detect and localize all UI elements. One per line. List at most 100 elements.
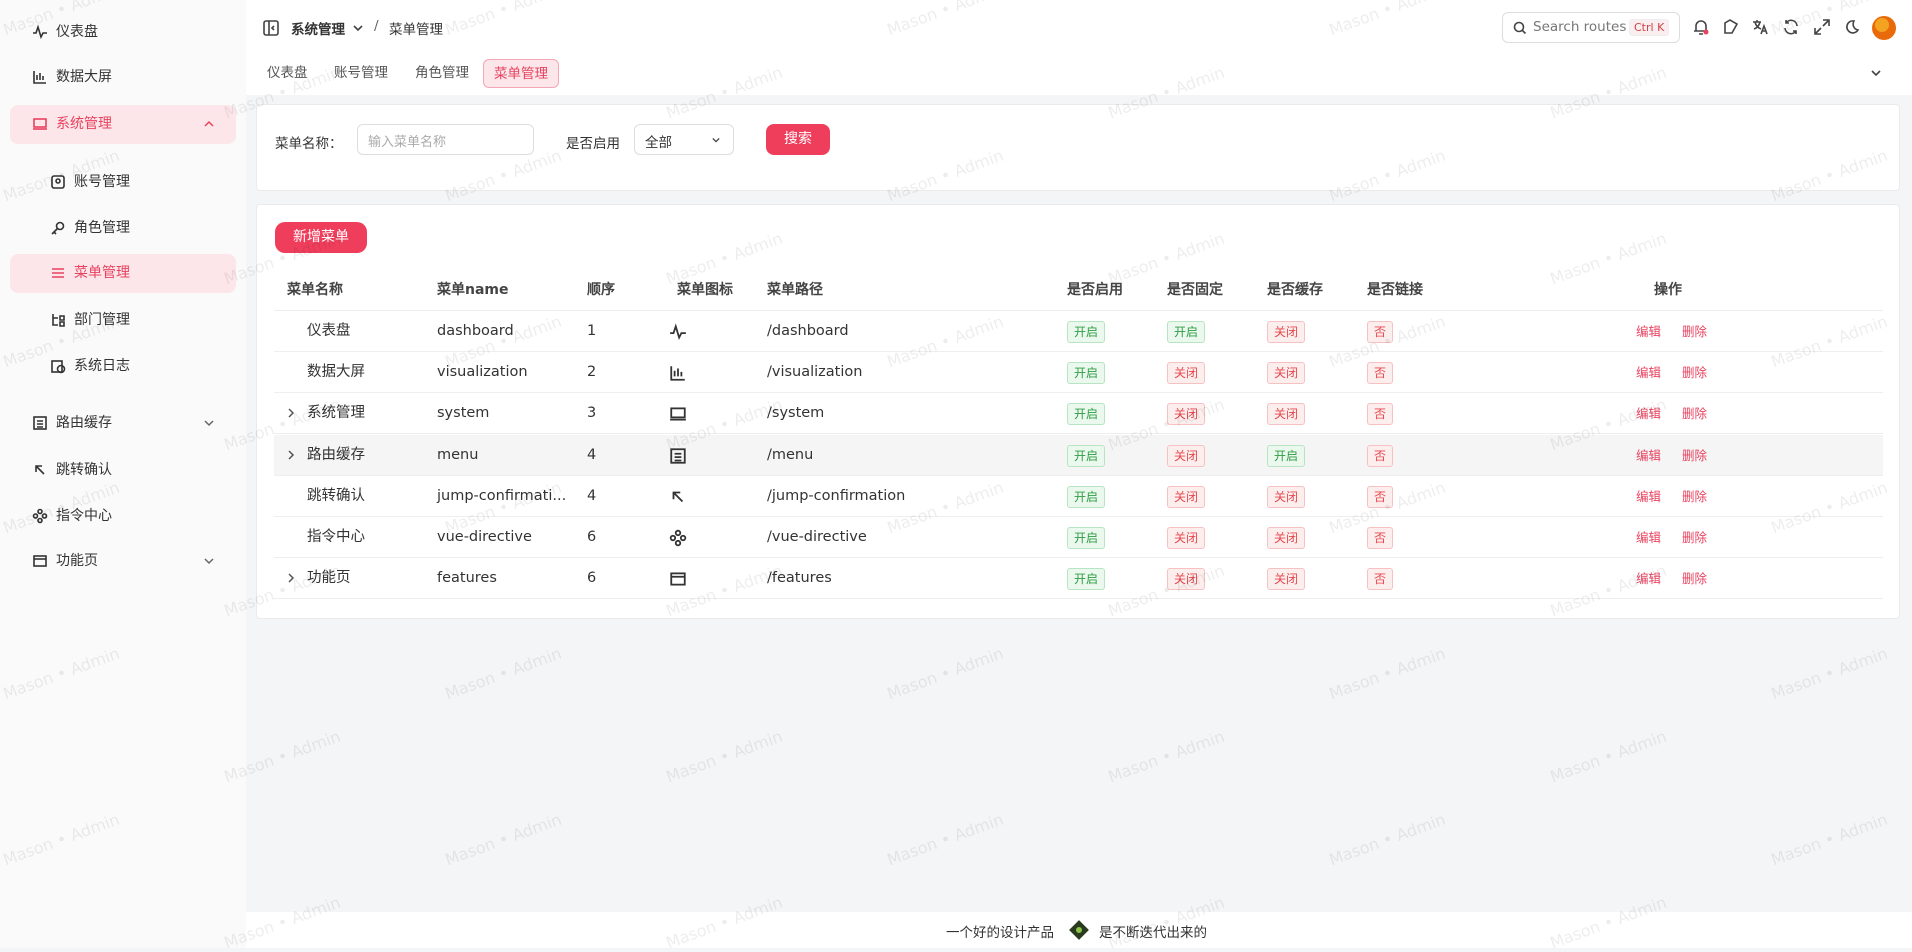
column-header: 操作 (1654, 282, 1682, 298)
status-tag: 关闭 (1167, 527, 1206, 549)
cell-key: jump-confirmati... (437, 487, 567, 504)
table-row: 跳转确认 jump-confirmati... 4/jump-confirmatio… (274, 476, 1883, 517)
tab[interactable]: 账号管理 (334, 65, 388, 81)
status-tag: 关闭 (1267, 321, 1306, 343)
cell-key: vue-directive (437, 529, 532, 545)
expand-toggle[interactable] (286, 449, 296, 461)
edit-action[interactable]: 编辑 (1636, 488, 1662, 504)
menu-item[interactable]: 数据大屏 (32, 65, 112, 89)
status-tag: 关闭 (1167, 362, 1206, 385)
tab-active[interactable]: 菜单管理 (483, 59, 559, 88)
name-input[interactable]: 输入菜单名称 (357, 124, 534, 155)
edit-action[interactable]: 编辑 (1636, 406, 1662, 422)
status-tag: 关闭 (1167, 403, 1206, 426)
cell-path: /jump-confirmation (767, 487, 906, 504)
breadcrumb-separator: / (374, 18, 379, 34)
cell-key: menu (437, 446, 479, 463)
active-group-bg (10, 105, 236, 144)
shortcut: Ctrl K (1629, 19, 1670, 36)
menu-item[interactable]: 系统日志 (50, 354, 130, 378)
table-row: 仪表盘 dashboard 1/dashboard 开启 开启 关闭 否 编辑 删除 (274, 311, 1883, 352)
menu-item[interactable]: 跳转确认 (32, 458, 112, 482)
search-button[interactable]: 搜索 (766, 124, 830, 155)
delete-action[interactable]: 删除 (1682, 365, 1708, 381)
menu-label: 路由缓存 (56, 415, 112, 431)
status-tag: 开启 (1267, 444, 1306, 467)
cell-key: dashboard (437, 323, 514, 339)
collapse-button[interactable] (262, 19, 280, 37)
cell-key: features (437, 570, 497, 587)
watermark: Mason • Admin (1105, 726, 1228, 787)
table-row: 数据大屏 visualization 2/visualization 开启 关闭 关闭 否 编… (274, 352, 1883, 394)
delete-action[interactable]: 删除 (1682, 447, 1708, 463)
watermark: Mason • Admin (1326, 643, 1449, 704)
cell-name: 系统管理 (307, 405, 365, 422)
menu-label: 数据大屏 (56, 69, 112, 85)
cell-name: 仪表盘 (307, 323, 351, 339)
theme-button[interactable] (1722, 18, 1740, 36)
column-header: 菜单名称 (287, 282, 343, 298)
menu-item[interactable]: 仪表盘 (32, 20, 98, 44)
watermark: Mason • Admin (1547, 726, 1670, 787)
status-tag: 否 (1367, 568, 1394, 591)
footer: 一个好的设计产品 是不断迭代出来的 (246, 912, 1912, 948)
menu-group[interactable]: 系统管理 (32, 112, 112, 136)
dropdown-arrow (353, 25, 363, 32)
menu-item[interactable]: 账号管理 (50, 170, 130, 194)
cell-order: 3 (587, 405, 597, 422)
language-button[interactable] (1751, 18, 1769, 36)
status-tag: 关闭 (1167, 485, 1206, 508)
status-tag: 关闭 (1267, 527, 1306, 549)
cell-path: /vue-directive (767, 529, 867, 545)
menu-group[interactable]: 功能页 (32, 549, 98, 573)
search-box[interactable]: Search routes Ctrl K (1502, 12, 1680, 43)
add-button[interactable]: 新增菜单 (275, 222, 367, 253)
menu-label: 角色管理 (74, 220, 130, 236)
status-tag: 否 (1367, 444, 1394, 467)
cell-name: 路由缓存 (307, 446, 365, 463)
enabled-select[interactable]: 全部 (634, 124, 734, 155)
header-divider (274, 310, 1883, 311)
expand-toggle[interactable] (286, 572, 296, 584)
delete-action[interactable]: 删除 (1682, 571, 1708, 587)
delete-action[interactable]: 删除 (1682, 406, 1708, 422)
edit-action[interactable]: 编辑 (1636, 365, 1662, 381)
status-tag: 开启 (1067, 485, 1106, 508)
table-row: 系统管理 system 3/system 开启 关闭 关闭 否 编辑 删除 (274, 393, 1883, 435)
cell-name: 功能页 (307, 570, 351, 587)
status-tag: 关闭 (1167, 444, 1206, 467)
menu-item[interactable]: 菜单管理 (50, 261, 130, 285)
status-tag: 否 (1367, 362, 1394, 385)
edit-action[interactable]: 编辑 (1636, 571, 1662, 587)
avatar[interactable] (1871, 15, 1897, 41)
cell-icon (672, 491, 684, 502)
edit-action[interactable]: 编辑 (1636, 324, 1662, 339)
edit-action[interactable]: 编辑 (1636, 530, 1662, 545)
expand-toggle[interactable] (286, 407, 296, 419)
breadcrumb[interactable]: 系统管理 (291, 22, 345, 38)
breadcrumb: 菜单管理 (389, 22, 443, 38)
delete-action[interactable]: 删除 (1682, 324, 1708, 339)
delete-action[interactable]: 删除 (1682, 530, 1708, 545)
cell-order: 4 (587, 487, 597, 504)
tab[interactable]: 仪表盘 (267, 65, 308, 81)
menu-label: 菜单管理 (74, 265, 130, 281)
watermark: Mason • Admin (884, 643, 1007, 704)
cell-icon (670, 366, 685, 381)
refresh-button[interactable] (1782, 18, 1800, 36)
cell-path: /visualization (767, 364, 863, 381)
notification-button[interactable] (1692, 18, 1710, 36)
collapse-arrow (204, 120, 214, 127)
status-tag: 开启 (1067, 362, 1106, 385)
menu-group[interactable]: 路由缓存 (32, 411, 112, 435)
dark-mode-button[interactable] (1842, 18, 1860, 36)
filter-card: 菜单名称： 输入菜单名称 是否启用 全部 搜索 (256, 104, 1900, 191)
tab[interactable]: 角色管理 (415, 65, 469, 81)
menu-item[interactable]: 部门管理 (50, 308, 130, 332)
menu-item[interactable]: 指令中心 (32, 504, 112, 528)
delete-action[interactable]: 删除 (1682, 488, 1708, 504)
menu-item[interactable]: 角色管理 (50, 216, 130, 240)
tabs-menu[interactable] (1870, 68, 1882, 78)
fullscreen-button[interactable] (1813, 18, 1831, 36)
edit-action[interactable]: 编辑 (1636, 447, 1662, 463)
